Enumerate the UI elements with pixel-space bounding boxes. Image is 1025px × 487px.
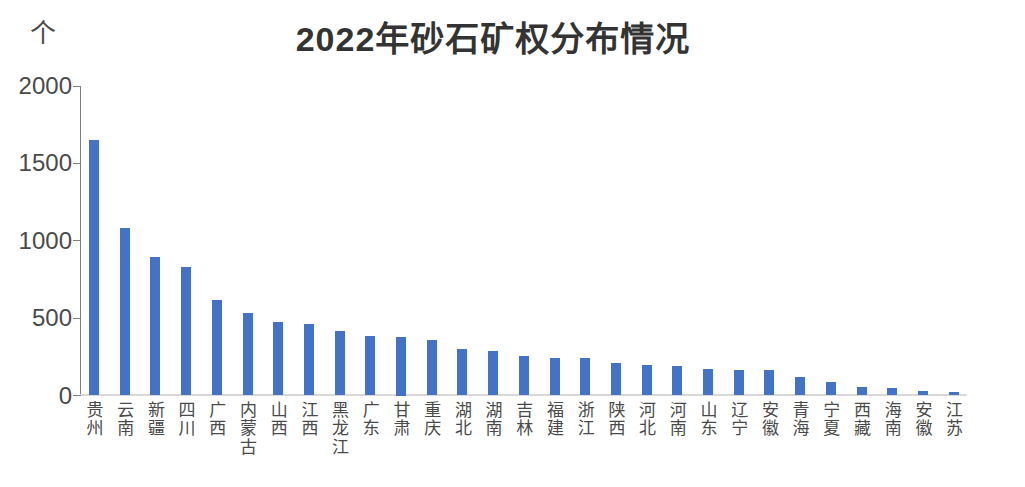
bar: [243, 313, 253, 395]
x-tick-label: 四川: [177, 401, 194, 438]
x-tick-label: 安徽: [760, 401, 777, 438]
x-tick-label: 安徽: [913, 401, 930, 438]
x-tick-label: 贵州: [85, 401, 102, 438]
x-tick-label: 山西: [269, 401, 286, 438]
x-tick-label: 吉林: [514, 401, 531, 438]
bar: [427, 340, 437, 396]
x-tick-label: 广东: [361, 401, 378, 438]
bar: [304, 324, 314, 395]
bar: [642, 365, 652, 396]
x-tick-label: 重庆: [422, 401, 439, 438]
bar: [519, 356, 529, 395]
y-tick-label: 1000: [0, 228, 72, 254]
bar: [857, 387, 867, 396]
bar: [764, 370, 774, 396]
y-tick-label: 500: [0, 305, 72, 331]
y-tick-label: 1500: [0, 150, 72, 176]
y-axis-tick: [73, 86, 81, 87]
bar: [212, 300, 222, 396]
y-axis-tick: [73, 395, 81, 396]
bar: [734, 370, 744, 396]
y-axis-tick: [73, 318, 81, 319]
x-tick-label: 陕西: [606, 401, 623, 438]
x-tick-label: 河南: [668, 401, 685, 438]
x-tick-label: 湖南: [484, 401, 501, 438]
y-axis-tick: [73, 163, 81, 164]
bar: [887, 388, 897, 395]
bar: [457, 349, 467, 395]
bar: [672, 366, 682, 395]
bar: [89, 140, 99, 395]
x-tick-label: 辽宁: [729, 401, 746, 438]
x-tick-label: 新疆: [146, 401, 163, 438]
x-tick-label: 河北: [637, 401, 654, 438]
x-tick-label: 江西: [299, 401, 316, 438]
bar: [918, 391, 928, 396]
bar: [826, 382, 836, 395]
bar: [488, 351, 498, 396]
x-tick-label: 青海: [791, 401, 808, 438]
bar: [150, 257, 160, 396]
bar: [273, 322, 283, 396]
x-tick-label: 山东: [699, 401, 716, 438]
y-tick-label: 0: [0, 383, 72, 409]
bar: [795, 377, 805, 396]
bar: [120, 228, 130, 396]
y-axis-tick: [73, 240, 81, 241]
bar: [335, 331, 345, 396]
chart-title: 2022年砂石矿权分布情况: [0, 12, 986, 61]
x-tick-label: 广西: [207, 401, 224, 438]
x-tick-label: 云南: [115, 401, 132, 438]
x-tick-label: 浙江: [576, 401, 593, 438]
x-tick-label: 江苏: [944, 401, 961, 438]
bar: [703, 369, 713, 396]
bar: [949, 392, 959, 395]
bar: [181, 267, 191, 395]
bar-chart: 个 2022年砂石矿权分布情况 0500100015002000 贵州云南新疆四…: [0, 0, 1025, 487]
x-tick-label: 内蒙古: [238, 401, 255, 457]
x-tick-label: 黑龙江: [330, 401, 347, 457]
x-tick-label: 福建: [545, 401, 562, 438]
bar: [396, 337, 406, 395]
x-tick-label: 甘肃: [392, 401, 409, 438]
x-tick-label: 湖北: [453, 401, 470, 438]
bar: [365, 336, 375, 396]
x-tick-label: 西藏: [852, 401, 869, 438]
y-tick-label: 2000: [0, 73, 72, 99]
bar: [611, 363, 621, 395]
x-tick-label: 宁夏: [821, 401, 838, 438]
bar: [550, 358, 560, 395]
bar: [580, 358, 590, 395]
x-tick-label: 海南: [883, 401, 900, 438]
